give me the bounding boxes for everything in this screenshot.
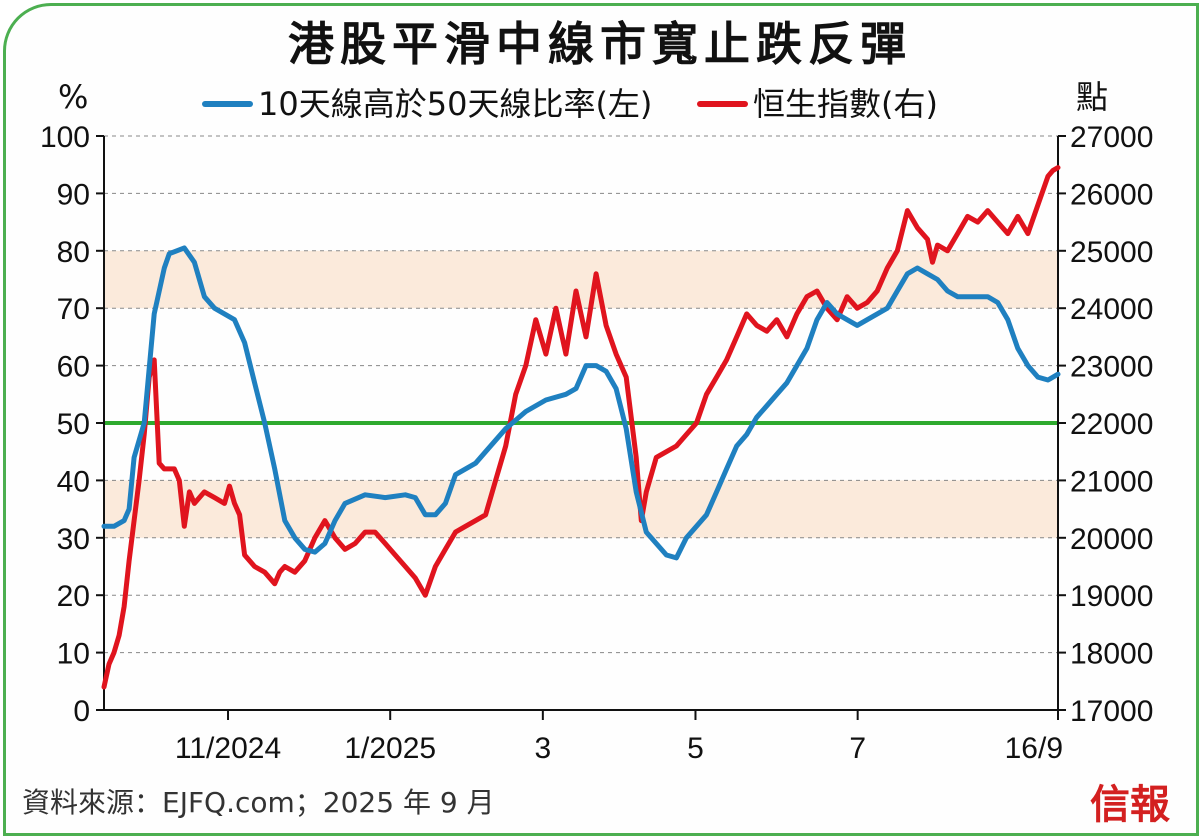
right-tick-label-25000: 25000 <box>1070 236 1153 269</box>
x-tick-label-5: 16/9 <box>1005 732 1063 765</box>
left-tick-label-70: 70 <box>57 293 90 326</box>
right-tick-label-19000: 19000 <box>1070 580 1153 613</box>
series-lines <box>101 165 1061 690</box>
shaded-bands <box>104 250 1058 538</box>
shaded-band-0 <box>104 480 1058 538</box>
legend-label-breadth: 10天線高於50天線比率(左) <box>258 85 652 123</box>
right-tick-label-17000: 17000 <box>1070 695 1153 728</box>
series-line-breadth <box>101 245 1061 561</box>
brand-logo: 信報 <box>1090 781 1170 828</box>
left-tick-label-90: 90 <box>57 178 90 211</box>
series-line-hsi <box>101 165 1061 690</box>
x-tick-label-2: 3 <box>534 732 551 765</box>
right-tick-label-27000: 27000 <box>1070 121 1153 154</box>
x-tick-label-0: 11/2024 <box>175 732 281 765</box>
right-tick-label-21000: 21000 <box>1070 465 1153 498</box>
gridlines <box>104 135 1058 654</box>
left-tick-label-20: 20 <box>57 580 90 613</box>
shaded-band-1 <box>104 250 1058 309</box>
left-tick-label-40: 40 <box>57 465 90 498</box>
right-tick-label-23000: 23000 <box>1070 351 1153 384</box>
left-tick-label-30: 30 <box>57 523 90 556</box>
source-note: 資料來源：EJFQ.com；2025 年 9 月 <box>22 786 495 819</box>
left-tick-label-10: 10 <box>57 638 90 671</box>
x-tick-label-4: 7 <box>849 732 866 765</box>
chart-frame <box>3 3 1199 836</box>
legend-label-hsi: 恒生指數(右) <box>753 85 938 123</box>
legend: 10天線高於50天線比率(左) 恒生指數(右) <box>202 85 938 123</box>
left-tick-label-60: 60 <box>57 351 90 384</box>
x-tick-label-3: 5 <box>687 732 704 765</box>
right-tick-label-24000: 24000 <box>1070 293 1153 326</box>
left-tick-label-80: 80 <box>57 236 90 269</box>
x-axis-ticks: 11/2024 1/2025 3 5 7 16/9 <box>175 710 1063 765</box>
right-axis-ticks: 17000 18000 19000 20000 21000 22000 23000 24000… <box>1058 121 1153 728</box>
left-axis-ticks: 0 10 20 30 40 50 60 70 80 90 100 <box>40 121 104 728</box>
left-tick-label-0: 0 <box>73 695 90 728</box>
right-tick-label-22000: 22000 <box>1070 408 1153 441</box>
right-tick-label-26000: 26000 <box>1070 178 1153 211</box>
left-axis-unit: % <box>58 78 88 116</box>
left-tick-label-50: 50 <box>57 408 90 441</box>
right-tick-label-18000: 18000 <box>1070 638 1153 671</box>
left-tick-label-100: 100 <box>40 121 90 154</box>
right-axis-unit: 點 <box>1076 78 1108 116</box>
chart-title: 港股平滑中線市寬止跌反彈 <box>288 17 912 71</box>
x-tick-label-1: 1/2025 <box>344 732 436 765</box>
right-tick-label-20000: 20000 <box>1070 523 1153 556</box>
